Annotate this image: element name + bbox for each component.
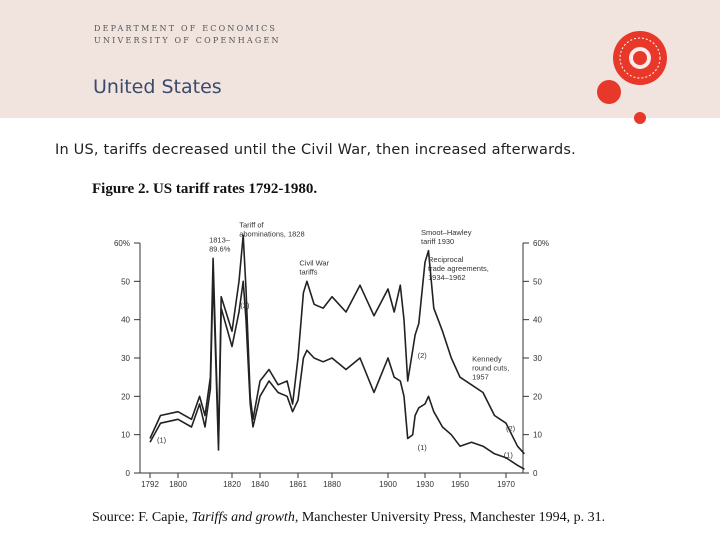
chart-annotation: 1813– 89.6% (209, 236, 231, 254)
x-tick-label: 1800 (169, 480, 187, 489)
annotation-line: 89.6% (209, 245, 231, 254)
annotation-line: abominations, 1828 (239, 229, 304, 238)
series-label: (1) (418, 443, 428, 452)
annotation-line: Tariff of (239, 220, 264, 229)
y-tick-label-left: 40 (121, 316, 130, 325)
annotation-line: round cuts, (472, 364, 509, 373)
chart-annotation: Kennedy round cuts, 1957 (472, 355, 509, 382)
figure-source: Source: F. Capie, Tariffs and growth, Ma… (92, 510, 606, 525)
x-tick-label: 1930 (416, 480, 434, 489)
y-tick-label-right: 40 (533, 316, 542, 325)
series-line-1 (149, 272, 525, 470)
y-tick-label-left: 20 (121, 392, 130, 401)
y-tick-label-right: 30 (533, 354, 542, 363)
chart-annotations: 1813– 89.6% Tariff of abominations, 1828 Civ… (157, 220, 516, 459)
chart-annotation: Smoot–Hawley tariff 1930 (421, 228, 472, 246)
series-label: (2) (418, 351, 428, 360)
y-tick-label-left: 60% (114, 239, 130, 248)
annotation-line: Civil War (299, 259, 329, 268)
chart-annotation: Tariff of abominations, 1828 (239, 220, 304, 238)
x-tick-label: 1861 (289, 480, 307, 489)
figure-title: Figure 2. US tariff rates 1792-1980. (92, 181, 318, 197)
series-label: (2) (240, 301, 250, 310)
y-tick-label-right: 0 (533, 469, 538, 478)
x-tick-label: 1840 (251, 480, 269, 489)
annotation-line: 1934–1962 (428, 273, 466, 282)
chart-ticks: 60% 50 40 30 20 10 0 60% 50 40 30 20 10 0 1792 1800 1820… (114, 239, 549, 489)
y-tick-label-right: 60% (533, 239, 549, 248)
annotation-line: 1813– (209, 236, 231, 245)
slide-header: DEPARTMENT OF ECONOMICS UNIVERSITY OF CO… (0, 0, 720, 118)
y-tick-label-left: 30 (121, 354, 130, 363)
annotation-line: trade agreements, (428, 264, 489, 273)
series-label: (2) (506, 424, 516, 433)
y-tick-label-right: 10 (533, 431, 542, 440)
x-tick-label: 1950 (451, 480, 469, 489)
y-tick-label-right: 20 (533, 392, 542, 401)
annotation-line: 1957 (472, 373, 489, 382)
x-tick-label: 1880 (323, 480, 341, 489)
annotation-line: Kennedy (472, 355, 502, 364)
x-tick-label: 1820 (223, 480, 241, 489)
chart-series (149, 234, 525, 470)
annotation-line: Smoot–Hawley (421, 228, 472, 237)
annotation-line: Reciprocal (428, 255, 464, 264)
series-label: (1) (157, 435, 167, 444)
tariff-chart: 60% 50 40 30 20 10 0 60% 50 40 30 20 10 0 1792 1800 1820… (114, 220, 549, 489)
y-tick-label-left: 10 (121, 431, 130, 440)
slide-title: United States (93, 76, 222, 98)
y-tick-label-left: 0 (126, 469, 131, 478)
series-label: (1) (504, 451, 514, 460)
y-tick-label-left: 50 (121, 277, 130, 286)
x-tick-label: 1792 (141, 480, 159, 489)
x-tick-label: 1900 (379, 480, 397, 489)
chart-annotation: Reciprocal trade agreements, 1934–1962 (428, 255, 489, 282)
university-seal-logo (597, 31, 667, 124)
x-tick-label: 1970 (497, 480, 515, 489)
chart-annotation: Civil War tariffs (299, 259, 329, 277)
annotation-line: tariff 1930 (421, 237, 454, 246)
annotation-line: tariffs (299, 268, 317, 277)
slide-subtitle: In US, tariffs decreased until the Civil… (55, 142, 576, 158)
department-name: DEPARTMENT OF ECONOMICS UNIVERSITY OF CO… (94, 24, 281, 45)
y-tick-label-right: 50 (533, 277, 542, 286)
